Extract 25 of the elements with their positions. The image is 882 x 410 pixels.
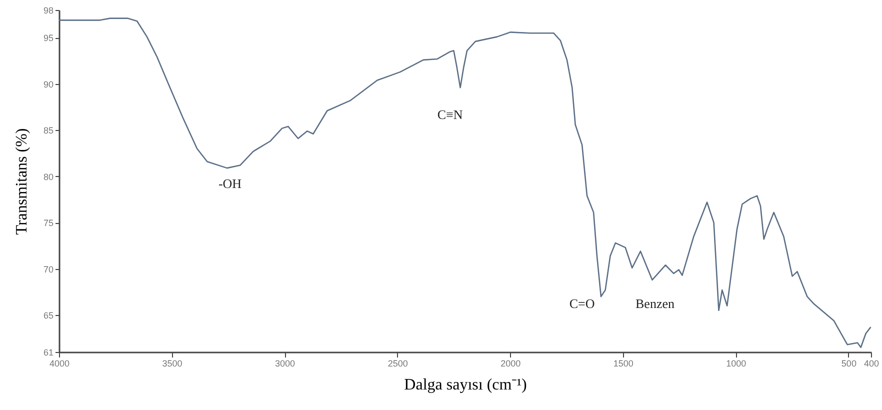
y-axis-title: Transmitans (%) (13, 128, 30, 235)
x-tick-label: 4000 (49, 358, 70, 368)
y-tick-label: 75 (43, 218, 54, 228)
y-tick-label: 90 (43, 79, 54, 90)
x-tick-label: 400 (864, 358, 880, 368)
y-tick-label: 85 (43, 126, 54, 136)
annotation: C≡N (437, 107, 464, 122)
x-tick-label: 2000 (500, 358, 521, 368)
annotation: C=O (569, 296, 595, 311)
x-tick-label: 3000 (275, 358, 296, 368)
y-tick-label: 70 (43, 264, 54, 274)
y-tick-label: 95 (43, 33, 54, 44)
y-tick-label: 61 (43, 348, 54, 358)
x-tick-label: 1500 (613, 358, 634, 368)
x-tick-label: 2500 (388, 358, 408, 368)
x-tick-label: 500 (841, 358, 856, 368)
line-series (58, 18, 872, 348)
x-axis-title: Dalga sayısı (cm⁻¹) (404, 376, 527, 394)
x-tick-label: 3500 (162, 358, 182, 368)
y-tick-label: 65 (43, 310, 54, 321)
annotation: Benzen (636, 296, 675, 311)
y-tick-label: 98 (43, 6, 54, 16)
x-tick-label: 1000 (726, 358, 746, 368)
y-tick-label: 80 (43, 172, 54, 182)
annotation: -OH (218, 176, 242, 191)
